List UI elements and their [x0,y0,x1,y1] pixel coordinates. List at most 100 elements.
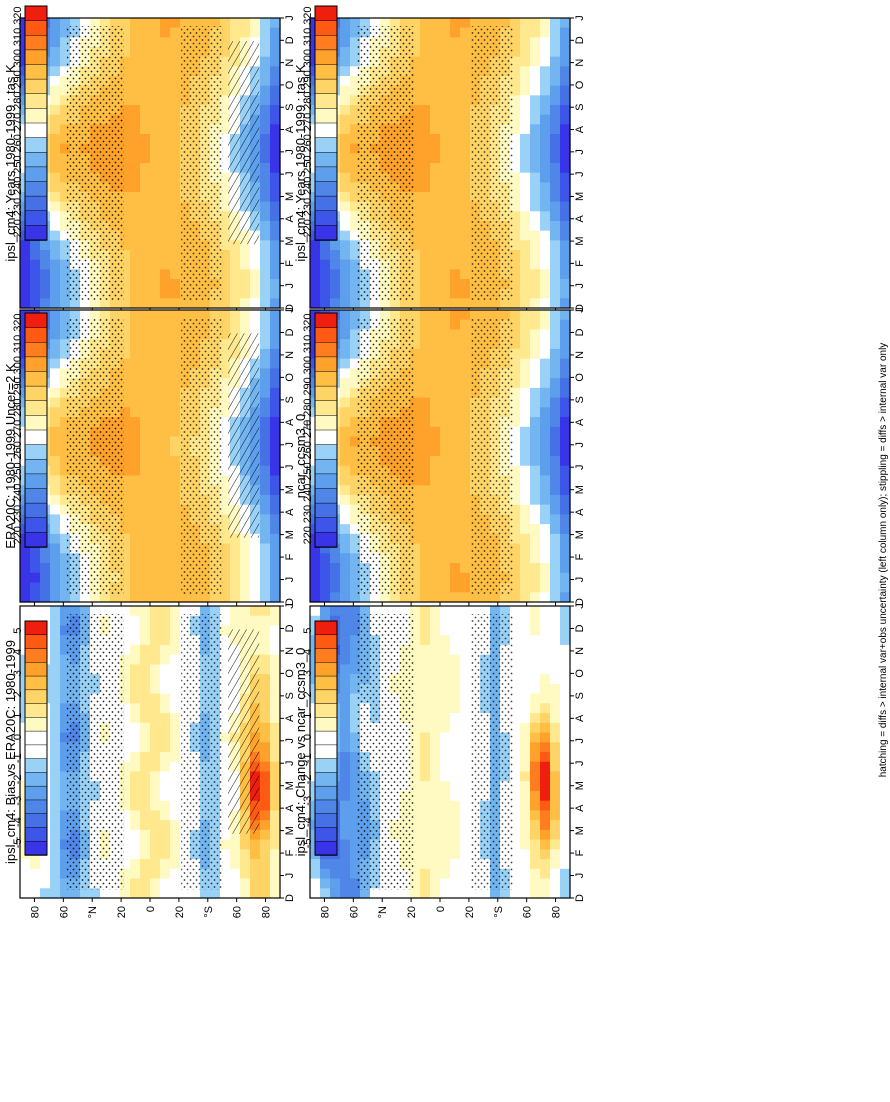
heat-cell [150,124,161,135]
heat-cell [420,475,431,486]
heat-cell [440,644,451,656]
heat-cell [530,407,541,418]
heat-cell [560,417,571,428]
heat-cell [420,781,431,792]
heat-cell [230,319,241,331]
heat-cell [420,790,431,802]
heat-cell [340,56,351,67]
heat-cell [130,230,141,241]
month-tick-label: J [574,442,586,448]
heat-cell [170,298,181,309]
heat-cell [510,800,521,811]
heat-cell [440,319,451,331]
heat-cell [450,485,461,496]
heat-cell [460,810,471,821]
heat-cell [550,829,561,841]
heat-cell [270,358,281,369]
heat-cell [550,426,561,438]
heat-cell [550,683,561,695]
heat-cell [120,553,131,564]
heat-cell [530,888,541,899]
heat-cell [50,114,61,125]
heat-cell [490,592,501,603]
heat-cell [520,761,531,773]
heat-cell [170,800,181,811]
heat-cell [260,625,271,636]
heat-cell [80,888,91,899]
heat-cell [450,76,461,87]
heat-cell [130,563,141,574]
heat-cell [510,407,521,418]
heat-cell [140,269,151,280]
heat-cell [50,163,61,174]
heat-cell [40,259,51,270]
heat-cell [410,878,421,889]
heat-cell [550,358,561,369]
heat-cell [410,849,421,860]
heat-cell [140,572,151,584]
heat-cell [270,397,281,408]
heat-cell [440,47,451,58]
heat-cell [250,859,261,870]
heat-cell [210,18,221,29]
heat-cell [550,654,561,665]
month-tick-label: F [284,553,296,560]
heat-cell [410,683,421,695]
heat-cell [510,279,521,290]
heat-cell [60,348,71,360]
heat-cell [460,172,471,183]
heat-cell [430,713,441,724]
heat-cell [440,279,451,290]
heat-cell [310,868,321,880]
heat-cell [420,329,431,340]
heat-cell [550,298,561,309]
heat-cell [130,674,141,685]
heat-cell [160,644,171,656]
heat-cell [340,761,351,773]
heat-cell [440,143,451,154]
heat-cell [310,859,321,870]
heat-cell [270,387,281,399]
heat-cell [510,446,521,457]
heat-cell [460,417,471,428]
heat-cell [410,250,421,261]
heat-cell [130,635,141,646]
heat-cell [460,192,471,203]
heat-cell [130,485,141,496]
month-tick-label: M [284,236,296,245]
heat-cell [440,693,451,704]
heat-cell [420,810,431,821]
heat-cell [530,192,541,203]
heat-cell [160,387,171,399]
heat-cell [510,310,521,321]
heat-cell [560,221,571,232]
heat-cell [430,269,441,280]
heat-cell [120,319,131,331]
heat-cell [350,800,361,811]
heat-cell [120,504,131,515]
heat-cell [220,269,231,280]
heat-cell [550,543,561,554]
heat-cell [130,475,141,486]
heat-cell [420,279,431,290]
heat-cell [350,592,361,603]
heat-cell [150,172,161,183]
heat-cell [130,436,141,447]
heat-cell [260,888,271,899]
heat-cell [150,465,161,477]
heat-cell [120,820,131,831]
heat-cell [460,329,471,340]
heat-cell [60,582,71,593]
heat-cell [40,888,51,899]
heat-cell [530,790,541,802]
heat-cell [170,771,181,782]
heat-cell [540,339,551,350]
heat-cell [550,114,561,125]
heat-cell [160,800,171,811]
heat-cell [530,105,541,116]
heat-cell [520,654,531,665]
heat-cell [350,572,361,584]
heat-cell [250,868,261,880]
heat-cell [340,76,351,87]
heat-cell [400,606,411,617]
